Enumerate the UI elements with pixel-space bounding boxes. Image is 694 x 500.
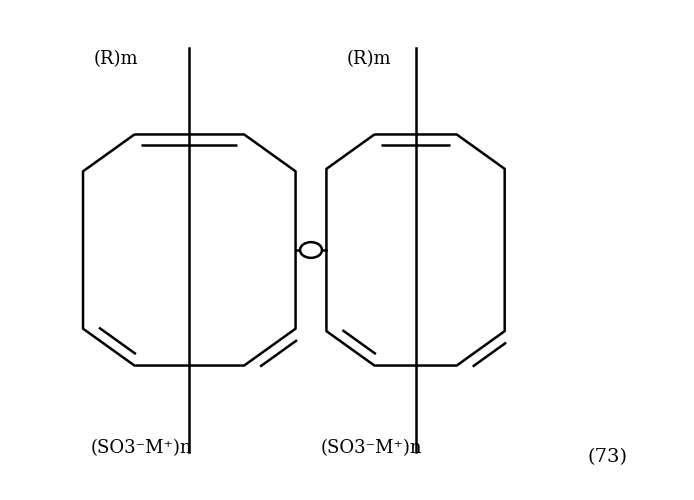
Text: (SO3⁻M⁺)n: (SO3⁻M⁺)n: [320, 440, 422, 458]
Text: (SO3⁻M⁺)n: (SO3⁻M⁺)n: [90, 440, 192, 458]
Text: (R)m: (R)m: [347, 50, 391, 68]
Text: (73): (73): [588, 448, 627, 466]
Text: (R)m: (R)m: [93, 50, 138, 68]
Circle shape: [300, 242, 322, 258]
